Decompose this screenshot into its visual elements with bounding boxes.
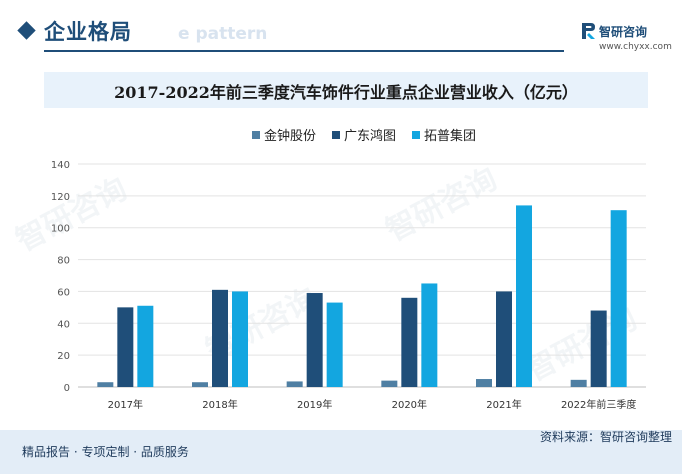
bar (401, 297, 418, 387)
y-tick-label: 40 (57, 319, 70, 330)
section-title: 企业格局 (44, 20, 132, 44)
brand-logo-icon (582, 23, 595, 39)
legend-label: 拓普集团 (424, 128, 476, 144)
bar (97, 382, 114, 387)
y-tick-label: 140 (51, 160, 70, 171)
x-tick-label: 2021年 (486, 398, 521, 411)
x-tick-label: 2020年 (392, 398, 427, 411)
bar (326, 302, 343, 387)
bar-chart: 金钟股份 广东鸿图 拓普集团 0 20 40 60 80 100 120 140 2017年 2018年… (51, 128, 646, 411)
bar (570, 379, 587, 387)
legend-label: 广东鸿图 (344, 128, 396, 144)
brand-name: 智研咨询 (599, 25, 648, 39)
legend-swatch (412, 131, 420, 139)
x-tick-label: 2019年 (297, 398, 332, 411)
bar (192, 382, 208, 387)
chart-title-banner: 2017-2022年前三季度汽车饰件行业重点企业营业收入（亿元） (44, 72, 648, 108)
legend-swatch (252, 131, 260, 139)
page-header: 企业格局 e pattern 智研咨询 www.chyxx.com (0, 0, 682, 60)
y-tick-label: 60 (57, 287, 70, 298)
y-tick-label: 0 (64, 383, 70, 394)
footer-source: 资料来源：智研咨询整理 (539, 430, 672, 444)
bar (306, 293, 323, 387)
y-tick-label: 120 (51, 192, 70, 203)
bar (610, 210, 627, 387)
chart-title: 2017-2022年前三季度汽车饰件行业重点企业营业收入（亿元） (114, 83, 578, 102)
y-tick-label: 80 (57, 256, 70, 267)
bar (286, 381, 303, 387)
brand-url: www.chyxx.com (599, 42, 672, 52)
bar (476, 379, 492, 387)
footer-band (0, 430, 682, 474)
bar (590, 310, 607, 387)
bar (137, 305, 154, 387)
brand: 智研咨询 www.chyxx.com (580, 20, 676, 56)
y-tick-label: 100 (51, 224, 70, 235)
footer-slogan: 精品报告 · 专项定制 · 品质服务 (22, 445, 189, 459)
bar (496, 291, 512, 387)
bar (421, 283, 438, 387)
y-tick-label: 20 (57, 351, 70, 362)
bar (212, 289, 228, 387)
bar (232, 291, 248, 387)
x-tick-label: 2022年前三季度 (561, 398, 636, 411)
bar (381, 380, 398, 387)
x-tick-label: 2018年 (202, 398, 237, 411)
bar (117, 307, 134, 387)
x-tick-label: 2017年 (108, 398, 143, 411)
header-divider (44, 50, 564, 52)
bar (516, 205, 532, 387)
legend-label: 金钟股份 (264, 128, 316, 144)
diamond-icon (17, 21, 36, 40)
legend-swatch (332, 131, 340, 139)
section-subtitle: e pattern (178, 24, 268, 44)
